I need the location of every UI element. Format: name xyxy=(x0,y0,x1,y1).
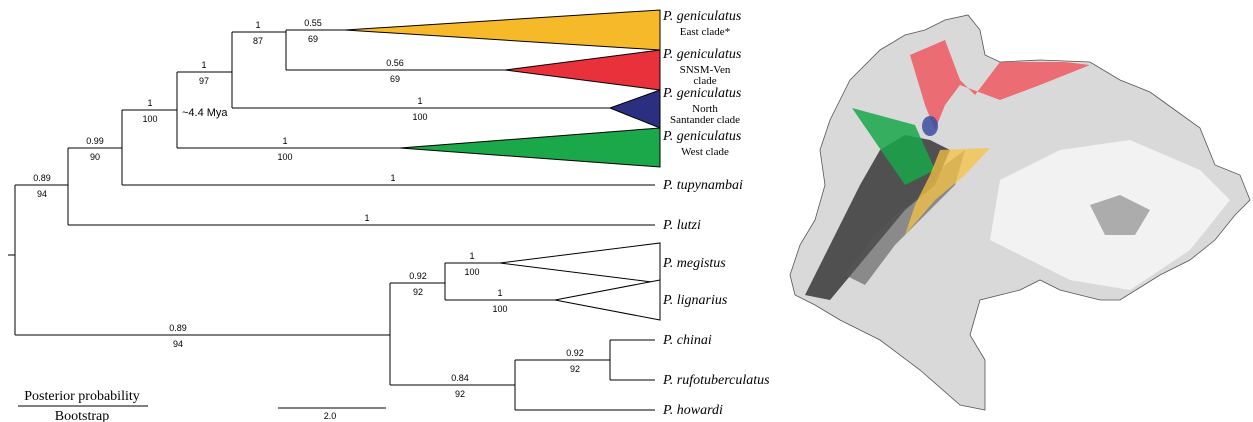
taxon-name: P. geniculatus xyxy=(662,129,742,144)
legend-bottom: Bootstrap xyxy=(55,409,109,422)
bootstrap-label: 90 xyxy=(90,152,100,162)
clade-label: East clade* xyxy=(680,26,730,38)
posterior-label: 0.92 xyxy=(409,271,427,281)
posterior-label: 1 xyxy=(497,288,502,298)
clade-label: Santander clade xyxy=(670,114,740,126)
bootstrap-label: 69 xyxy=(308,34,318,44)
posterior-label: 0.56 xyxy=(386,58,404,68)
bootstrap-label: 92 xyxy=(570,364,580,374)
bootstrap-label: 92 xyxy=(455,389,465,399)
taxon-name: P. geniculatus xyxy=(662,9,742,24)
bootstrap-label: 100 xyxy=(464,267,479,277)
bootstrap-label: 100 xyxy=(412,112,427,122)
bootstrap-label: 69 xyxy=(390,74,400,84)
posterior-label: 0.84 xyxy=(451,373,469,383)
bootstrap-label: 87 xyxy=(253,36,263,46)
posterior-label: 1 xyxy=(469,251,474,261)
posterior-label: 1 xyxy=(147,98,152,108)
posterior-label: 1 xyxy=(390,173,395,183)
date-label: ~4.4 Mya xyxy=(182,107,228,119)
bootstrap-label: 92 xyxy=(413,287,423,297)
tree-branches xyxy=(8,30,655,410)
bootstrap-label: 97 xyxy=(199,76,209,86)
posterior-label: 1 xyxy=(417,96,422,106)
bootstrap-label: 94 xyxy=(173,339,183,349)
posterior-label: 0.55 xyxy=(304,18,322,28)
taxon-name: P. lutzi xyxy=(662,218,701,233)
map xyxy=(790,15,1250,410)
posterior-label: 0.89 xyxy=(33,173,51,183)
taxon-name: P. megistus xyxy=(662,256,726,271)
taxon-name: P. geniculatus xyxy=(662,47,742,62)
posterior-label: 1 xyxy=(282,136,287,146)
bootstrap-label: 100 xyxy=(277,152,292,162)
bootstrap-label: 94 xyxy=(37,189,47,199)
taxon-name: P. rufotuberculatus xyxy=(662,373,770,388)
posterior-label: 1 xyxy=(255,20,260,30)
taxon-name: P. tupynambai xyxy=(662,178,743,193)
posterior-label: 1 xyxy=(364,213,369,223)
legend-top: Posterior probability xyxy=(24,389,140,404)
figure: ~4.4 Mya Posterior probability Bootstrap… xyxy=(0,0,1253,422)
taxon-name: P. howardi xyxy=(662,403,723,418)
clade-label: West clade xyxy=(681,146,729,158)
posterior-label: 0.99 xyxy=(86,136,104,146)
posterior-label: 0.89 xyxy=(169,323,187,333)
posterior-label: 0.92 xyxy=(566,348,584,358)
bootstrap-label: 100 xyxy=(142,114,157,124)
bootstrap-label: 100 xyxy=(492,304,507,314)
taxon-name: P. lignarius xyxy=(662,293,728,308)
posterior-label: 1 xyxy=(201,60,206,70)
clade-triangles xyxy=(345,10,660,320)
scale-label: 2.0 xyxy=(324,411,337,421)
taxon-name: P. chinai xyxy=(662,333,712,348)
taxon-name: P. geniculatus xyxy=(662,86,742,101)
